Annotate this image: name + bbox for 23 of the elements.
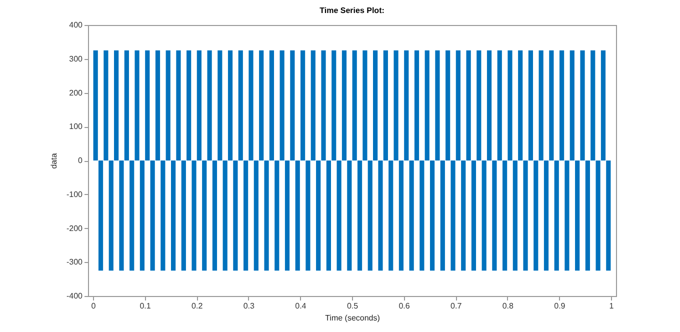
y-tick-label: -400 — [66, 292, 84, 300]
x-tick-label: 0.4 — [295, 302, 307, 310]
x-tick-label: 0 — [91, 302, 96, 310]
x-tick-label: 0.8 — [502, 302, 514, 310]
x-tick-label: 0.7 — [450, 302, 462, 310]
y-tick-label: -100 — [66, 190, 84, 199]
y-tick-label: 0 — [78, 156, 84, 165]
y-tick-label: -200 — [66, 224, 84, 233]
x-tick-label: 0.1 — [140, 302, 152, 310]
x-tick-label: 0.5 — [346, 302, 359, 310]
y-tick-label: -300 — [66, 258, 84, 267]
y-tick-label: 400 — [69, 20, 84, 30]
x-axis-title: Time (seconds) — [325, 314, 380, 322]
x-tick-label: 0.3 — [243, 302, 256, 310]
y-tick-label: 300 — [69, 54, 84, 64]
x-tick-label: 0.9 — [554, 302, 566, 310]
y-tick-label: 100 — [69, 122, 84, 132]
x-tick-label: 0.2 — [192, 302, 204, 310]
x-tick-label: 1 — [609, 302, 614, 310]
y-tick-label: 200 — [69, 88, 84, 98]
x-tick-label: 0.6 — [398, 302, 410, 310]
y-axis-title: data — [49, 152, 58, 169]
chart-title: Time Series Plot: — [320, 6, 384, 15]
